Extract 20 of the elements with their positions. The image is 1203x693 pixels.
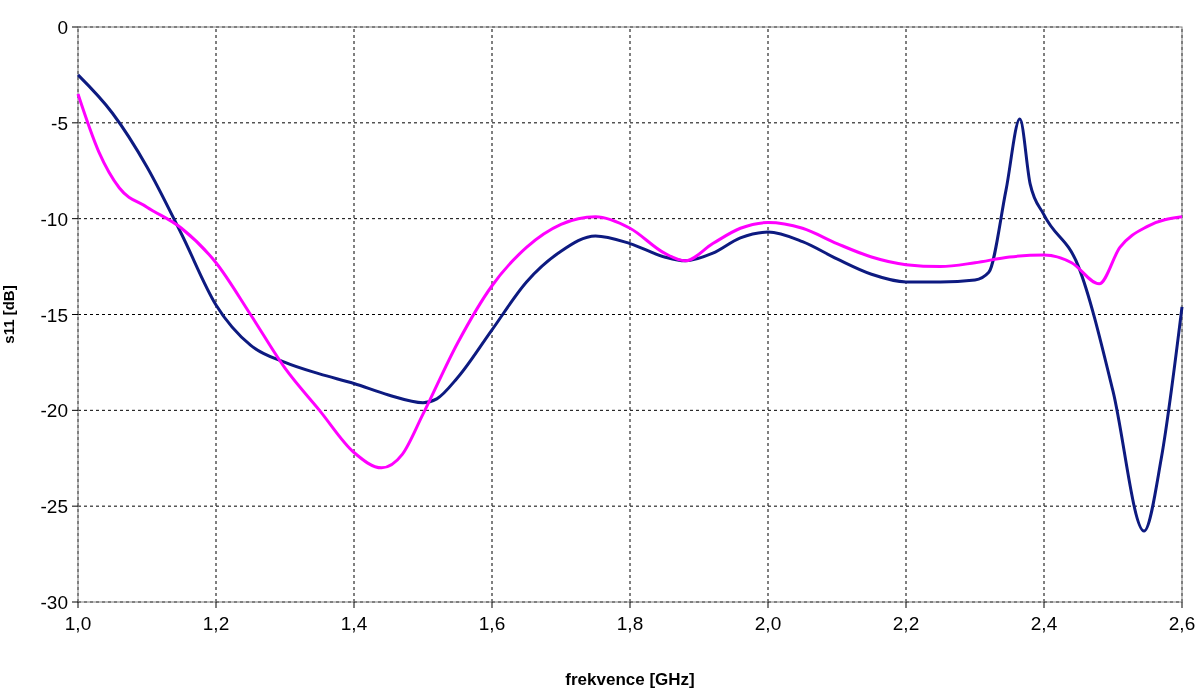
x-tick-label: 2,2 — [892, 613, 920, 634]
y-tick-label: -25 — [40, 496, 68, 518]
y-tick-label: -15 — [40, 304, 68, 326]
x-tick-label: 2,4 — [1030, 613, 1058, 634]
y-tick-label: -10 — [40, 208, 68, 230]
y-tick-label: -20 — [40, 400, 68, 422]
y-tick-label: 0 — [57, 17, 68, 38]
y-axis-title: s11 [dB] — [0, 285, 17, 344]
x-tick-label: 1,8 — [616, 613, 644, 634]
line-series — [76, 92, 1184, 470]
x-tick-label: 2,0 — [754, 613, 782, 634]
x-tick-label: 1,4 — [340, 613, 368, 634]
x-tick-label: 1,0 — [64, 613, 92, 634]
x-axis-title: frekvence [GHz] — [565, 670, 695, 689]
x-tick-label: 1,2 — [202, 613, 230, 634]
y-tick-label: -30 — [40, 592, 68, 613]
x-tick-label: 2,6 — [1168, 613, 1196, 634]
y-tick-label: -5 — [51, 112, 68, 134]
x-tick-label: 1,6 — [478, 613, 506, 634]
line-series — [76, 73, 1184, 533]
